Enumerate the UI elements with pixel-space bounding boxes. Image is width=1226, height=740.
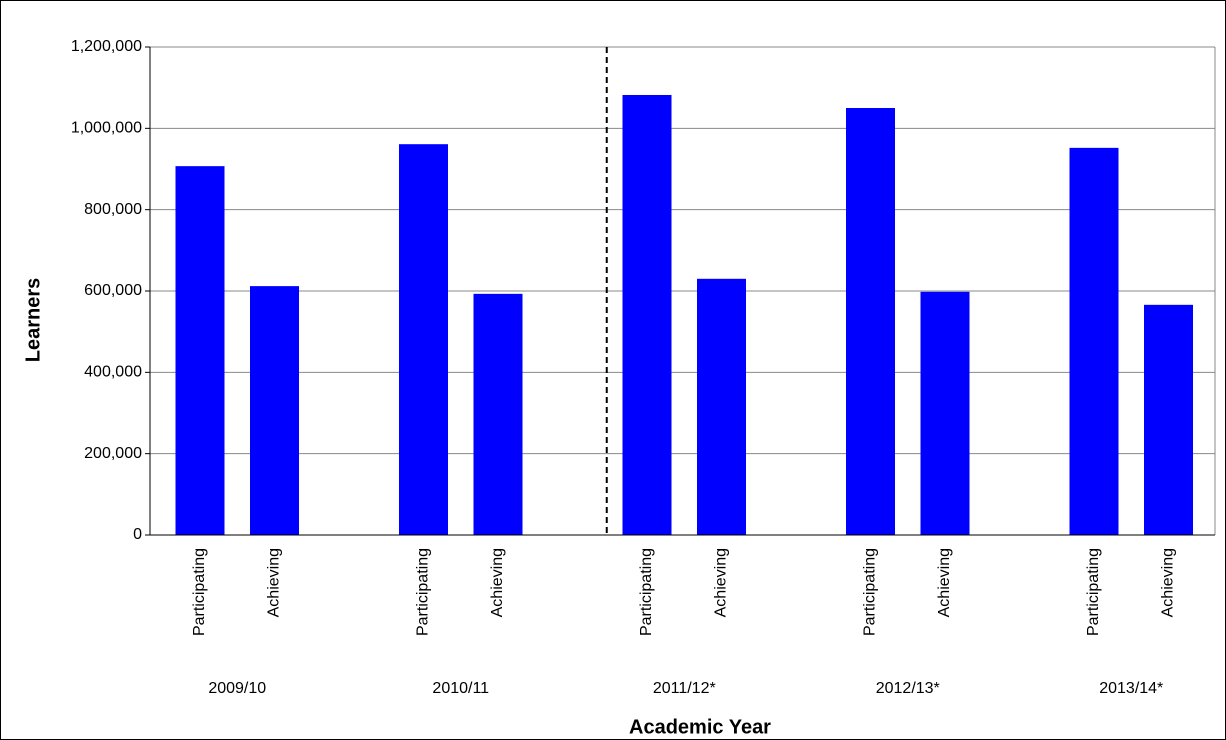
bar-label: Achieving: [489, 548, 506, 617]
bar-label: Participating: [862, 548, 879, 636]
bar: [399, 144, 448, 535]
bar-label: Achieving: [1160, 548, 1177, 617]
x-axis-title: Academic Year: [629, 716, 771, 738]
bar: [1144, 304, 1193, 535]
bar: [250, 286, 299, 535]
bar-label: Participating: [415, 548, 432, 636]
bar: [473, 293, 523, 535]
group-label: 2010/11: [432, 680, 489, 697]
group-label: 2009/10: [208, 680, 266, 697]
bar: [920, 291, 970, 535]
bar-label: Achieving: [266, 548, 283, 617]
y-tick-label: 400,000: [84, 364, 142, 381]
y-tick-label: 0: [133, 526, 142, 543]
bar: [697, 278, 746, 535]
bar-label: Achieving: [713, 548, 730, 617]
bar-label: Participating: [1085, 548, 1102, 636]
bar-label: Participating: [191, 548, 208, 636]
group-label: 2011/12*: [653, 680, 716, 697]
y-tick-label: 1,000,000: [71, 120, 142, 137]
bar: [175, 166, 225, 536]
y-axis-title: Learners: [22, 278, 44, 363]
bar: [622, 94, 672, 535]
y-tick-label: 200,000: [84, 445, 142, 462]
bar-label: Participating: [638, 548, 655, 636]
group-label: 2012/13*: [876, 680, 940, 697]
y-tick-label: 600,000: [84, 282, 142, 299]
group-label: 2013/14*: [1099, 680, 1163, 697]
y-tick-label: 1,200,000: [71, 38, 142, 55]
y-tick-label: 800,000: [84, 201, 142, 218]
bar-label: Achieving: [936, 548, 953, 617]
bar: [1069, 147, 1119, 535]
bar: [846, 108, 895, 535]
